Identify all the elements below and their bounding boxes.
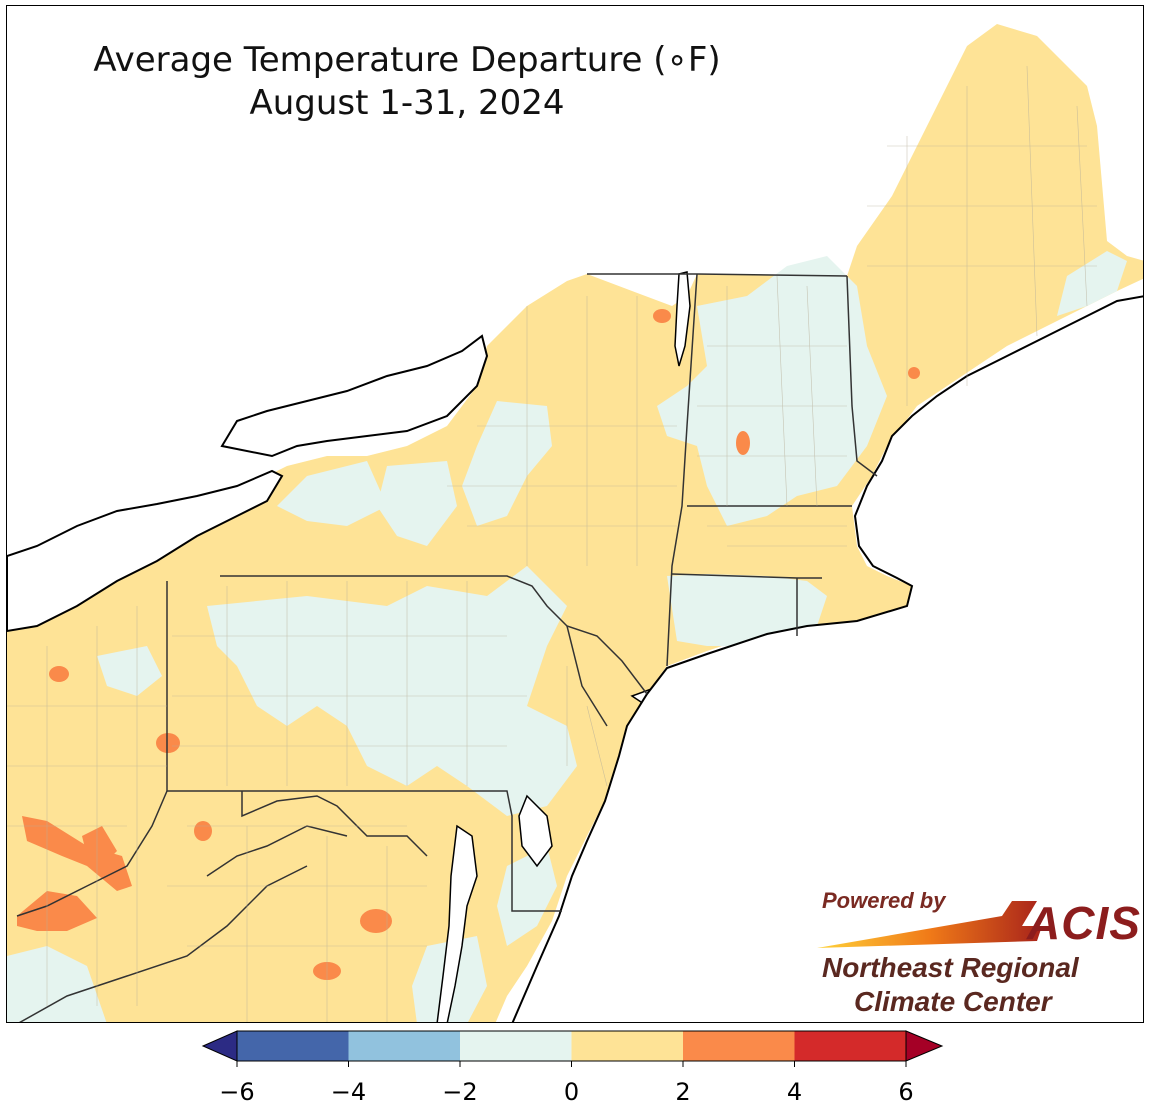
legend-bin xyxy=(237,1031,349,1061)
legend-tick-label: 4 xyxy=(786,1078,803,1106)
temperature-departure-map xyxy=(7,24,1143,1022)
legend-bin xyxy=(794,1031,906,1061)
legend-tick-label: −2 xyxy=(442,1078,478,1106)
county-boundaries xyxy=(7,65,1097,1022)
map-title: Average Temperature Departure (∘F) xyxy=(93,40,721,80)
delaware-bay xyxy=(518,794,553,868)
cool-patch xyxy=(277,461,387,526)
map-panel: Average Temperature Departure (∘F) Augus… xyxy=(6,5,1144,1023)
logo-powered-by: Powered by xyxy=(822,888,946,913)
lake-erie xyxy=(7,469,284,633)
cool-patch xyxy=(667,574,827,646)
warm-patch xyxy=(653,309,671,323)
cool-patch xyxy=(657,256,887,526)
legend-tick-label: 2 xyxy=(675,1078,691,1106)
color-legend xyxy=(201,1030,944,1067)
lake-champlain xyxy=(674,271,691,367)
state-boundaries xyxy=(16,273,878,1022)
warm-patch xyxy=(82,826,117,866)
warm-patch xyxy=(194,821,212,841)
cool-patch xyxy=(377,461,457,546)
atlantic-ocean xyxy=(511,295,1143,1022)
warm-patch xyxy=(360,909,392,933)
legend-tick-label: 0 xyxy=(563,1078,580,1106)
cool-patch xyxy=(7,946,107,1022)
logo-swoosh xyxy=(817,901,1042,948)
cool-patch xyxy=(1057,251,1127,316)
legend-bin xyxy=(348,1031,460,1061)
lake-ontario xyxy=(220,334,489,458)
cool-patch xyxy=(207,566,577,816)
warm-patch xyxy=(908,367,920,379)
legend-under-arrow xyxy=(201,1030,238,1062)
chesapeake-bay xyxy=(436,824,478,1022)
warm-patch xyxy=(156,733,180,753)
legend-bin xyxy=(571,1031,683,1061)
legend-tick-label: −4 xyxy=(330,1078,367,1106)
logo-org-line1: Northeast Regional xyxy=(822,952,1079,983)
land-base-region xyxy=(7,24,1143,1022)
warm-patch xyxy=(49,666,69,682)
legend-over-arrow xyxy=(905,1030,944,1062)
cool-patch xyxy=(97,646,162,696)
legend-tick-label: 6 xyxy=(898,1078,914,1106)
warm-patch xyxy=(736,431,750,455)
legend-bin xyxy=(460,1031,572,1061)
logo-org-line2: Climate Center xyxy=(854,986,1052,1017)
logo-brand: ACIS xyxy=(1027,897,1141,949)
warm-patch xyxy=(17,891,97,931)
acis-logo: Powered by ACIS Northeast Regional Clima… xyxy=(812,886,1142,1017)
legend-bin xyxy=(683,1031,795,1061)
legend-tick-label: −6 xyxy=(219,1078,255,1106)
warm-patch xyxy=(22,816,132,891)
cool-patch xyxy=(462,401,552,526)
map-date-range: August 1-31, 2024 xyxy=(249,83,565,123)
